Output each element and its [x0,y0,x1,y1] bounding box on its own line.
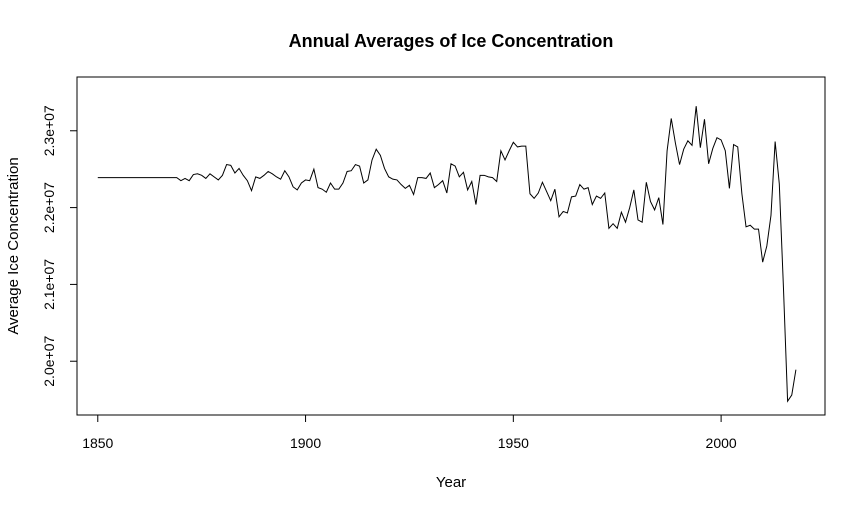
x-tick-label: 1950 [498,435,529,451]
x-tick-label: 1900 [290,435,321,451]
x-tick-label: 2000 [706,435,737,451]
y-tick-label: 2.0e+07 [41,336,57,387]
chart-title: Annual Averages of Ice Concentration [289,31,614,51]
ice-concentration-line [97,106,797,403]
y-tick-label: 2.2e+07 [41,182,57,233]
plot-frame [76,76,826,416]
y-axis-label: Average Ice Concentration [5,157,22,334]
y-axis: 2.0e+07 2.1e+07 2.2e+07 2.3e+07 [41,105,78,387]
x-axis-label: Year [436,474,466,491]
x-tick-label: 1850 [82,435,113,451]
y-tick-label: 2.3e+07 [41,105,57,156]
y-tick-label: 2.1e+07 [41,259,57,310]
x-axis: 1850 1900 1950 2000 [82,414,737,451]
